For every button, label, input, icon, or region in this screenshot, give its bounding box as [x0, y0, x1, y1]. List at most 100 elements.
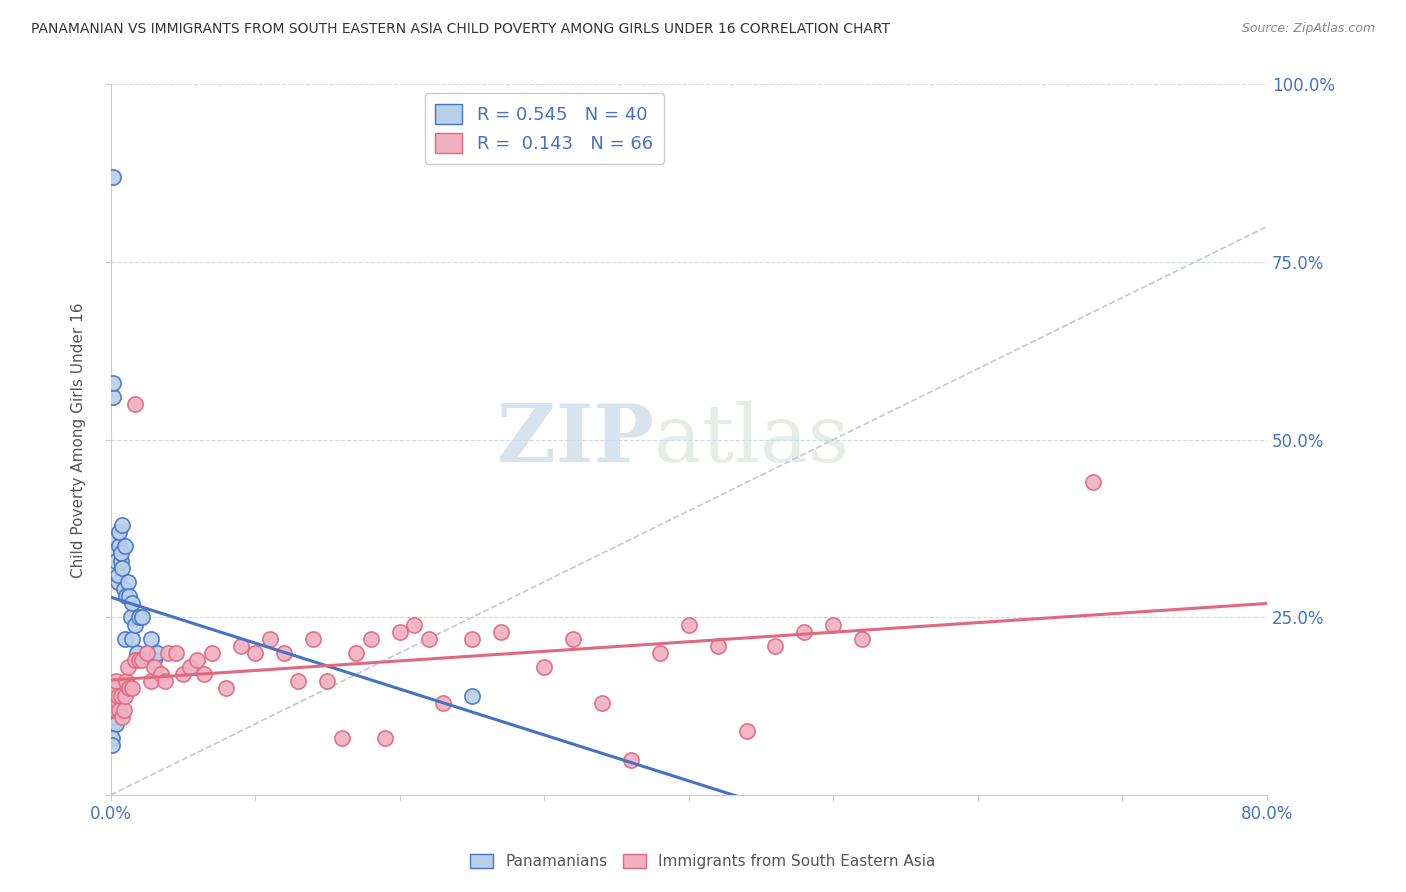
Point [117, 574, 139, 589]
Point [115, 674, 138, 689]
Point [678, 617, 700, 632]
Point [103, 376, 125, 390]
Point [110, 553, 132, 567]
Point [125, 646, 148, 660]
Point [823, 617, 845, 632]
Point [461, 689, 484, 703]
Point [146, 646, 169, 660]
Point [101, 696, 124, 710]
Point [111, 710, 134, 724]
Point [735, 724, 758, 739]
Point [124, 397, 146, 411]
Point [648, 646, 671, 660]
Point [128, 610, 150, 624]
Point [851, 632, 873, 646]
Point [591, 696, 613, 710]
Point [142, 660, 165, 674]
Point [128, 653, 150, 667]
Point [243, 646, 266, 660]
Point [620, 752, 643, 766]
Point [142, 653, 165, 667]
Legend: Panamanians, Immigrants from South Eastern Asia: Panamanians, Immigrants from South Easte… [464, 847, 942, 875]
Point [110, 546, 132, 560]
Point [114, 632, 136, 646]
Text: atlas: atlas [654, 401, 849, 479]
Point [432, 696, 454, 710]
Point [302, 632, 325, 646]
Point [388, 624, 411, 639]
Point [101, 689, 124, 703]
Point [330, 731, 353, 746]
Point [101, 731, 124, 746]
Point [104, 696, 127, 710]
Point [105, 533, 128, 547]
Point [489, 624, 512, 639]
Point [172, 667, 194, 681]
Point [273, 646, 295, 660]
Point [404, 617, 426, 632]
Point [104, 696, 127, 710]
Point [115, 589, 138, 603]
Point [101, 696, 124, 710]
Text: PANAMANIAN VS IMMIGRANTS FROM SOUTH EASTERN ASIA CHILD POVERTY AMONG GIRLS UNDER: PANAMANIAN VS IMMIGRANTS FROM SOUTH EAST… [31, 22, 890, 37]
Point [107, 689, 129, 703]
Point [418, 632, 440, 646]
Point [105, 703, 128, 717]
Point [229, 639, 252, 653]
Point [124, 617, 146, 632]
Point [101, 739, 124, 753]
Point [103, 717, 125, 731]
Point [179, 660, 201, 674]
Point [793, 624, 815, 639]
Point [105, 553, 128, 567]
Point [706, 639, 728, 653]
Point [157, 646, 180, 660]
Point [104, 703, 127, 717]
Point [108, 539, 131, 553]
Point [374, 731, 396, 746]
Point [131, 653, 153, 667]
Point [110, 689, 132, 703]
Point [117, 660, 139, 674]
Point [461, 632, 484, 646]
Point [105, 674, 128, 689]
Point [118, 589, 141, 603]
Point [121, 632, 143, 646]
Text: Source: ZipAtlas.com: Source: ZipAtlas.com [1241, 22, 1375, 36]
Point [135, 646, 157, 660]
Text: ZIP: ZIP [498, 401, 654, 479]
Point [259, 632, 281, 646]
Point [105, 717, 128, 731]
Point [344, 646, 367, 660]
Point [103, 681, 125, 696]
Point [150, 667, 173, 681]
Point [155, 674, 177, 689]
Point [121, 596, 143, 610]
Point [533, 660, 555, 674]
Point [114, 689, 136, 703]
Legend: R = 0.545   N = 40, R =  0.143   N = 66: R = 0.545 N = 40, R = 0.143 N = 66 [425, 94, 664, 164]
Point [114, 539, 136, 553]
Point [104, 710, 127, 724]
Point [108, 525, 131, 540]
Point [111, 560, 134, 574]
Point [108, 703, 131, 717]
Point [124, 653, 146, 667]
Point [193, 667, 215, 681]
Point [118, 681, 141, 696]
Point [215, 681, 238, 696]
Point [562, 632, 585, 646]
Point [135, 646, 157, 660]
Point [765, 639, 787, 653]
Point [186, 653, 208, 667]
Y-axis label: Child Poverty Among Girls Under 16: Child Poverty Among Girls Under 16 [72, 302, 86, 577]
Point [131, 610, 153, 624]
Point [103, 390, 125, 404]
Point [165, 646, 187, 660]
Point [121, 681, 143, 696]
Point [139, 674, 162, 689]
Point [111, 518, 134, 533]
Point [104, 703, 127, 717]
Point [112, 703, 135, 717]
Point [287, 674, 309, 689]
